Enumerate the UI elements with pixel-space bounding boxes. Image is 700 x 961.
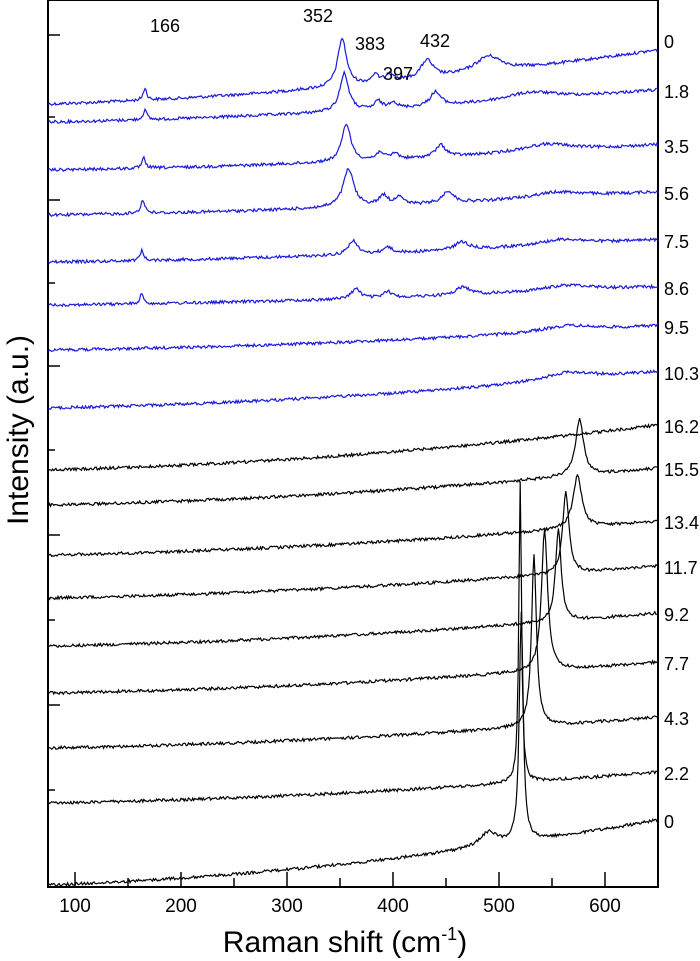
- series-label: 11.7: [664, 558, 698, 578]
- series-label: 4.3: [664, 709, 689, 729]
- spectrum-curve: [48, 554, 659, 750]
- spectra-curves: [47, 37, 659, 887]
- x-tick-label: 300: [271, 896, 303, 917]
- peak-labels: 166 352 383 397 432: [150, 6, 450, 84]
- spectrum-curve: [48, 369, 659, 411]
- spectrum-curve: [48, 423, 659, 473]
- spectrum-curve: [48, 37, 659, 107]
- spectrum-curve: [47, 168, 659, 218]
- spectrum-curve: [47, 491, 659, 601]
- series-label: 7.5: [664, 232, 689, 252]
- spectrum-curve: [48, 611, 659, 887]
- peak-annotation: 432: [420, 31, 450, 51]
- spectrum-curve: [48, 529, 659, 696]
- y-axis-ticks: [48, 34, 60, 791]
- x-tick-label: 100: [59, 896, 91, 917]
- spectrum-curve: [48, 528, 659, 648]
- series-label: 0: [664, 32, 674, 52]
- x-tick-label: 200: [165, 896, 197, 917]
- x-axis-title: Raman shift (cm-1): [223, 924, 467, 959]
- spectrum-curve: [47, 417, 659, 508]
- peak-annotation: 352: [303, 6, 333, 26]
- series-label: 2.2: [664, 764, 689, 784]
- spectrum-curve: [48, 473, 659, 558]
- peak-annotation: 397: [383, 64, 413, 84]
- peak-annotation: 383: [355, 34, 385, 54]
- spectrum-curve: [48, 481, 659, 805]
- series-label: 1.8: [664, 82, 689, 102]
- x-tick-label: 400: [377, 896, 409, 917]
- series-label: 13.4: [664, 513, 699, 533]
- series-label: 8.6: [664, 279, 689, 299]
- x-axis-ticks: 100 200 300 400 500 600: [59, 872, 659, 917]
- spectrum-curve: [48, 323, 659, 353]
- series-label: 10.3: [664, 364, 699, 384]
- series-label: 7.7: [664, 654, 689, 674]
- spectrum-curve: [48, 123, 659, 173]
- peak-annotation: 166: [150, 16, 180, 36]
- series-label: 3.5: [664, 137, 689, 157]
- series-label: 0: [664, 812, 674, 832]
- spectrum-curve: [48, 69, 659, 125]
- series-labels: 0 1.8 3.5 5.6 7.5 8.6 9.5 10.3 16.2 15.5 13.4 11.7 9…: [664, 32, 699, 832]
- series-label: 15.5: [664, 460, 699, 480]
- y-axis-title: Intensity (a.u.): [2, 335, 35, 525]
- x-tick-label: 500: [483, 896, 515, 917]
- series-label: 16.2: [664, 417, 699, 437]
- series-label: 9.2: [664, 605, 689, 625]
- spectrum-curve: [48, 282, 659, 308]
- x-tick-label: 600: [589, 896, 621, 917]
- series-label: 5.6: [664, 184, 689, 204]
- plot-frame: [47, 0, 659, 888]
- series-label: 9.5: [664, 318, 689, 338]
- spectrum-curve: [48, 236, 659, 265]
